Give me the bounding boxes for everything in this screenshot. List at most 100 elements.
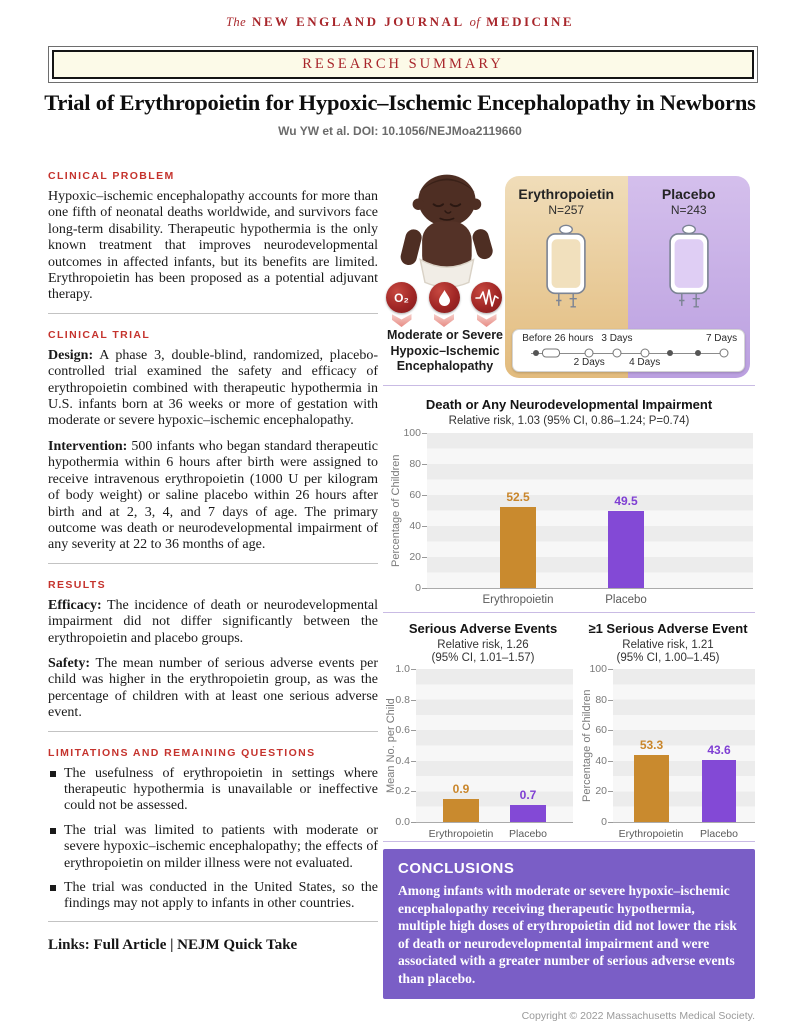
- conclusions-body: Among infants with moderate or severe hy…: [398, 883, 737, 986]
- y-tick-label: 0.0: [395, 816, 410, 828]
- masthead-the: The: [225, 15, 247, 29]
- y-tick-label: 0.4: [395, 754, 410, 767]
- list-item: The trial was limited to patients with m…: [48, 823, 378, 872]
- conclusions-box: CONCLUSIONS Among infants with moderate …: [383, 849, 755, 999]
- full-article-link[interactable]: Full Article: [93, 936, 167, 953]
- y-tick-label: 80: [409, 458, 421, 470]
- timeline-line: [531, 352, 728, 355]
- design-label: Design:: [48, 347, 94, 363]
- section-divider: [48, 730, 378, 732]
- y-axis-label: Percentage of Children: [581, 689, 593, 802]
- y-tick-mark: [608, 760, 613, 762]
- bar-group-placebo: 0.7: [510, 669, 546, 822]
- arm-n: N=257: [548, 203, 585, 217]
- oxygen-icon: O₂: [386, 282, 417, 313]
- iv-bag-icon: [669, 224, 709, 308]
- y-tick-mark: [411, 730, 416, 732]
- y-tick-mark: [411, 699, 416, 701]
- bar-value-label: 0.7: [519, 788, 537, 803]
- brain-wave-icon-wrap: [470, 282, 503, 327]
- y-tick-mark: [422, 588, 427, 589]
- y-tick-label: 20: [595, 785, 607, 798]
- x-axis-category: Placebo: [700, 828, 738, 840]
- placebo-bar: [510, 805, 546, 822]
- placebo-bar: [702, 760, 736, 822]
- y-tick-label: 80: [595, 693, 607, 706]
- research-summary-banner: RESEARCH SUMMARY: [48, 46, 758, 83]
- brain-wave-icon: [471, 282, 502, 313]
- y-tick-mark: [422, 557, 427, 558]
- trial-infographic: O₂ Moderate or Severe Hypoxic–Ischemic E…: [383, 168, 755, 383]
- bar-value-label: 43.6: [707, 743, 731, 758]
- timeline-marker: [612, 348, 622, 358]
- y-axis-label: Mean No. per Child: [385, 698, 397, 793]
- results-heading: RESULTS: [48, 578, 107, 591]
- clinical-trial-heading: CLINICAL TRIAL: [48, 328, 151, 341]
- bar-group-erythropoietin: 52.5: [500, 433, 536, 588]
- x-axis-category: Placebo: [509, 828, 547, 840]
- x-axis-category: Erythropoietin: [428, 828, 494, 840]
- column-divider: [383, 612, 755, 613]
- links-separator: |: [170, 936, 174, 953]
- bar-value-label: 0.9: [452, 782, 470, 797]
- y-tick-label: 0: [601, 816, 607, 828]
- newborn-illustration: [400, 174, 493, 288]
- y-tick-label: 100: [403, 427, 421, 439]
- limitations-list: The usefulness of erythropoietin in sett…: [48, 766, 378, 913]
- conclusions-heading: CONCLUSIONS: [398, 860, 515, 877]
- y-tick-mark: [608, 699, 613, 701]
- timeline-label: 7 Days: [705, 333, 738, 344]
- serious-adverse-events-chart: Serious Adverse Events Relative risk, 1.…: [383, 618, 583, 843]
- arm-name: Erythropoietin: [518, 186, 615, 202]
- y-tick-label: 0.8: [395, 693, 410, 706]
- oxygen-glyph: O₂: [394, 290, 409, 305]
- bar-value-label: 52.5: [506, 489, 530, 504]
- links-line: Links: Full Article | NEJM Quick Take: [48, 937, 378, 954]
- limitations-heading: LIMITATIONS AND REMAINING QUESTIONS: [48, 746, 316, 759]
- safety-paragraph: Safety: The mean number of serious adver…: [48, 656, 378, 722]
- chart-title: Death or Any Neurodevelopmental Impairme…: [425, 397, 713, 412]
- timeline-label: 4 Days: [629, 357, 661, 368]
- y-tick-mark: [411, 791, 416, 793]
- condition-label: Moderate or Severe Hypoxic–Ischemic Ence…: [386, 328, 504, 373]
- banner-label: RESEARCH SUMMARY: [52, 50, 754, 79]
- page-title: Trial of Erythropoietin for Hypoxic–Isch…: [44, 90, 756, 115]
- y-tick-mark: [422, 526, 427, 527]
- x-axis-category: Erythropoietin: [618, 828, 684, 840]
- placebo-bar: [608, 511, 644, 588]
- design-paragraph: Design: A phase 3, double-blind, randomi…: [48, 348, 378, 430]
- blood-drop-icon-wrap: [428, 282, 461, 327]
- y-tick-label: 1.0: [395, 663, 410, 675]
- y-tick-label: 20: [409, 551, 421, 563]
- bar-value-label: 53.3: [639, 738, 664, 753]
- primary-outcome-chart: Death or Any Neurodevelopmental Impairme…: [383, 393, 755, 608]
- timeline-marker: [584, 348, 594, 358]
- y-tick-label: 0.2: [395, 785, 410, 798]
- timeline-marker: [694, 349, 701, 356]
- y-tick-mark: [422, 464, 427, 465]
- intervention-body: 500 infants who began standard therapeut…: [48, 438, 378, 553]
- y-tick-label: 40: [409, 520, 421, 532]
- y-tick-label: 40: [595, 754, 607, 767]
- timeline-label: 3 Days: [601, 333, 633, 344]
- y-tick-label: 100: [589, 663, 607, 675]
- chart-subtitle: Relative risk, 1.26: [437, 639, 529, 651]
- bar-value-label: 49.5: [614, 494, 638, 509]
- efficacy-body: The incidence of death or neurodevelopme…: [48, 597, 378, 646]
- column-divider: [383, 385, 755, 386]
- y-tick-label: 0: [415, 582, 421, 594]
- section-divider: [48, 312, 378, 314]
- links-label: Links:: [48, 936, 90, 953]
- section-divider: [48, 920, 378, 922]
- chart-title: Serious Adverse Events: [408, 621, 558, 636]
- masthead-journal1: NEW ENGLAND JOURNAL: [251, 14, 464, 29]
- y-tick-label: 0.6: [395, 724, 410, 737]
- chart-subtitle: Relative risk, 1.03 (95% CI, 0.86–1.24; …: [448, 415, 690, 427]
- bar-group-placebo: 49.5: [608, 433, 644, 588]
- dosing-timeline: Before 26 hours 3 Days 7 Days 2 Days 4 D…: [512, 329, 745, 372]
- y-tick-mark: [608, 730, 613, 732]
- byline: Wu YW et al. DOI: 10.1056/NEJMoa2119660: [278, 124, 522, 138]
- quick-take-link[interactable]: NEJM Quick Take: [177, 936, 298, 953]
- down-arrow-icon: [476, 314, 497, 327]
- down-arrow-icon: [434, 314, 454, 327]
